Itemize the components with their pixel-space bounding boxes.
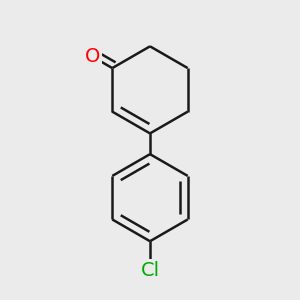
Text: O: O (85, 47, 100, 66)
Text: Cl: Cl (140, 261, 160, 280)
